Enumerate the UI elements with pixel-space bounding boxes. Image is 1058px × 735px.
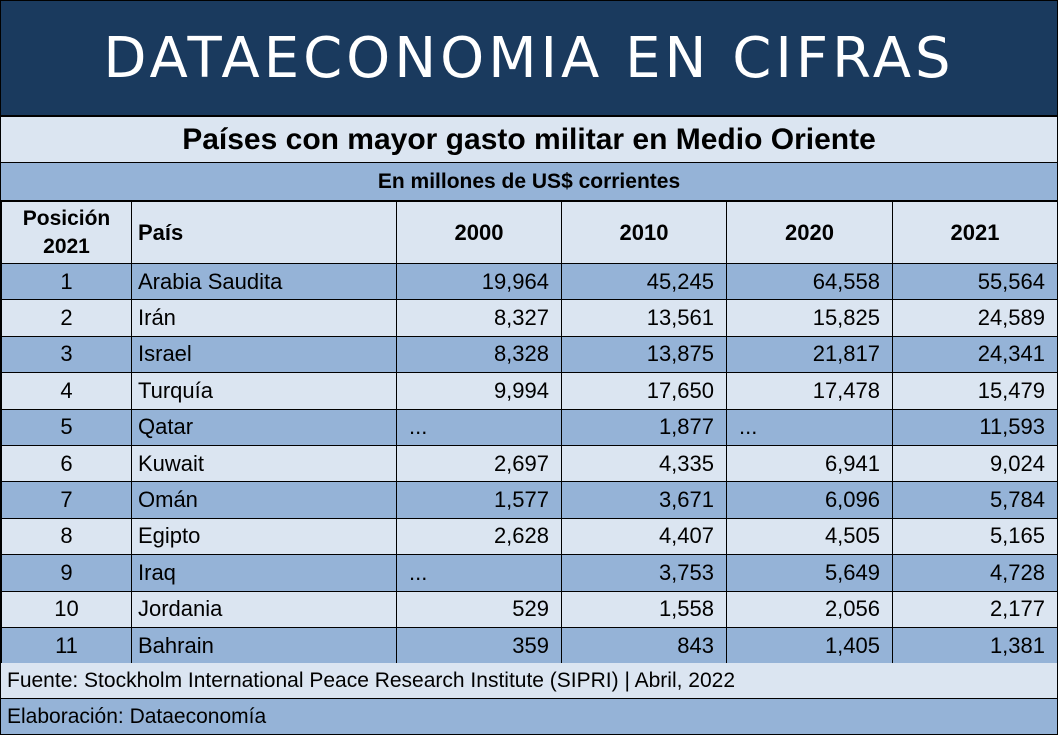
cell-2010: 843 — [561, 626, 727, 665]
cell-2021: 5,165 — [892, 517, 1058, 556]
cell-2021: 55,564 — [892, 262, 1058, 301]
header-2020: 2020 — [726, 201, 893, 264]
cell-position: 3 — [1, 335, 132, 374]
header-2021: 2021 — [892, 201, 1058, 264]
cell-2020: 5,649 — [726, 554, 893, 592]
cell-position: 10 — [1, 590, 132, 628]
military-spending-table: Posición 2021 País 2000 2010 2020 2021 1… — [1, 201, 1058, 665]
cell-position: 6 — [1, 444, 132, 483]
cell-country: Bahrain — [131, 626, 397, 665]
cell-position: 9 — [1, 554, 132, 592]
cell-2020: ... — [726, 408, 893, 446]
cell-2000: 9,994 — [396, 372, 562, 410]
cell-country: Turquía — [131, 372, 397, 410]
cell-2010: 13,561 — [561, 299, 727, 337]
table-row: 3 Israel 8,328 13,875 21,817 24,341 — [1, 335, 1058, 374]
cell-position: 4 — [1, 372, 132, 410]
cell-country: Egipto — [131, 517, 397, 556]
cell-2021: 2,177 — [892, 590, 1058, 628]
cell-2020: 17,478 — [726, 372, 893, 410]
table-header-row: Posición 2021 País 2000 2010 2020 2021 — [1, 201, 1058, 264]
cell-2010: 13,875 — [561, 335, 727, 374]
table-row: 11 Bahrain 359 843 1,405 1,381 — [1, 626, 1058, 665]
table-row: 4 Turquía 9,994 17,650 17,478 15,479 — [1, 372, 1058, 410]
cell-position: 7 — [1, 481, 132, 519]
table-row: 8 Egipto 2,628 4,407 4,505 5,165 — [1, 517, 1058, 556]
cell-2000: 359 — [396, 626, 562, 665]
cell-country: Arabia Saudita — [131, 262, 397, 301]
cell-country: Iraq — [131, 554, 397, 592]
cell-country: Qatar — [131, 408, 397, 446]
cell-country: Irán — [131, 299, 397, 337]
cell-2020: 21,817 — [726, 335, 893, 374]
table-title: Países con mayor gasto militar en Medio … — [1, 117, 1057, 163]
cell-2010: 3,753 — [561, 554, 727, 592]
cell-2010: 1,558 — [561, 590, 727, 628]
cell-2021: 1,381 — [892, 626, 1058, 665]
header-position-line1: Posición — [22, 206, 111, 230]
header-country: País — [131, 201, 397, 264]
cell-2021: 24,341 — [892, 335, 1058, 374]
cell-2010: 3,671 — [561, 481, 727, 519]
cell-2010: 1,877 — [561, 408, 727, 446]
table-row: 9 Iraq... 3,753 5,649 4,728 — [1, 554, 1058, 592]
cell-position: 2 — [1, 299, 132, 337]
cell-2020: 4,505 — [726, 517, 893, 556]
cell-2020: 1,405 — [726, 626, 893, 665]
cell-country: Omán — [131, 481, 397, 519]
cell-2000: 1,577 — [396, 481, 562, 519]
source-note: Fuente: Stockholm International Peace Re… — [1, 663, 1057, 699]
table-row: 1 Arabia Saudita 19,964 45,245 64,558 55,564 — [1, 262, 1058, 301]
table-body: 1 Arabia Saudita 19,964 45,245 64,558 55,564 2… — [1, 262, 1058, 665]
cell-position: 1 — [1, 262, 132, 301]
cell-2021: 24,589 — [892, 299, 1058, 337]
cell-2021: 15,479 — [892, 372, 1058, 410]
cell-position: 8 — [1, 517, 132, 556]
cell-2021: 11,593 — [892, 408, 1058, 446]
cell-position: 5 — [1, 408, 132, 446]
cell-2020: 64,558 — [726, 262, 893, 301]
cell-2020: 6,941 — [726, 444, 893, 483]
table-row: 5 Qatar... 1,877... 11,593 — [1, 408, 1058, 446]
cell-2020: 2,056 — [726, 590, 893, 628]
cell-2010: 4,407 — [561, 517, 727, 556]
cell-2020: 15,825 — [726, 299, 893, 337]
header-2010: 2010 — [561, 201, 727, 264]
header-position: Posición 2021 — [1, 201, 132, 264]
cell-country: Jordania — [131, 590, 397, 628]
cell-country: Kuwait — [131, 444, 397, 483]
cell-2000: 8,328 — [396, 335, 562, 374]
cell-2010: 4,335 — [561, 444, 727, 483]
header-position-line2: 2021 — [43, 234, 90, 258]
cell-country: Israel — [131, 335, 397, 374]
header-2000: 2000 — [396, 201, 562, 264]
cell-2000: ... — [396, 408, 562, 446]
cell-2021: 5,784 — [892, 481, 1058, 519]
banner-title: DATAECONOMIA EN CIFRAS — [103, 25, 955, 91]
table-row: 10 Jordania 529 1,558 2,056 2,177 — [1, 590, 1058, 628]
cell-2000: 2,628 — [396, 517, 562, 556]
table-row: 6 Kuwait 2,697 4,335 6,941 9,024 — [1, 444, 1058, 483]
cell-position: 11 — [1, 626, 132, 665]
cell-2000: 2,697 — [396, 444, 562, 483]
cell-2020: 6,096 — [726, 481, 893, 519]
table-row: 7 Omán 1,577 3,671 6,096 5,784 — [1, 481, 1058, 519]
cell-2021: 9,024 — [892, 444, 1058, 483]
banner: DATAECONOMIA EN CIFRAS — [1, 1, 1057, 117]
credit-note: Elaboración: Dataeconomía — [1, 699, 1057, 734]
table-subtitle: En millones de US$ corrientes — [1, 163, 1057, 201]
cell-2000: 529 — [396, 590, 562, 628]
cell-2000: ... — [396, 554, 562, 592]
cell-2010: 17,650 — [561, 372, 727, 410]
cell-2000: 8,327 — [396, 299, 562, 337]
cell-2000: 19,964 — [396, 262, 562, 301]
table-row: 2 Irán 8,327 13,561 15,825 24,589 — [1, 299, 1058, 337]
cell-2010: 45,245 — [561, 262, 727, 301]
cell-2021: 4,728 — [892, 554, 1058, 592]
